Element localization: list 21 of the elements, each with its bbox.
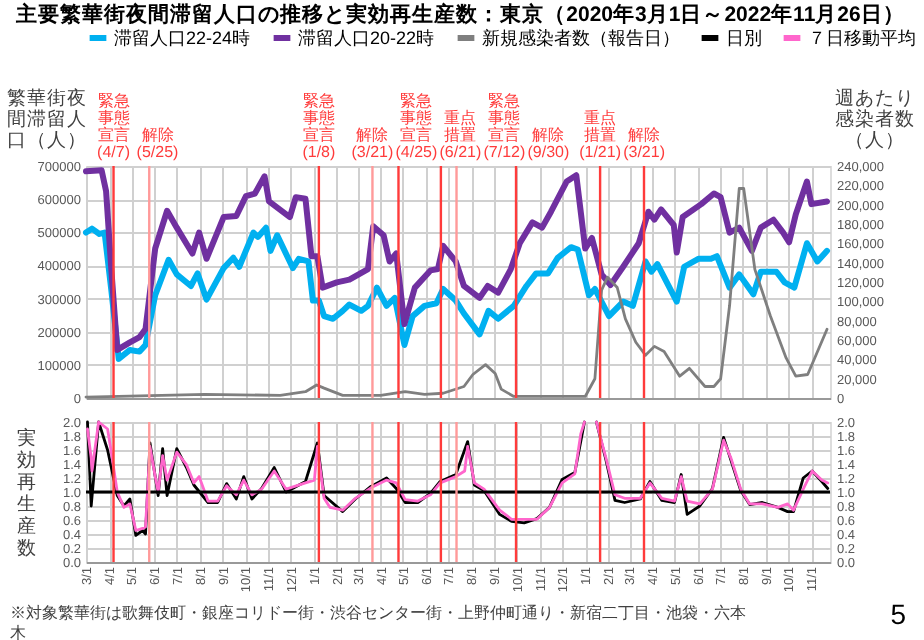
- legend-label: 新規感染者数（報告日）: [482, 28, 680, 48]
- ref-line-label: 解除(3/21): [623, 126, 666, 161]
- y-axis-title: 繁華街夜間滞留人口（人）: [7, 86, 87, 152]
- legend-label: 滞留人口20-22時: [298, 28, 435, 48]
- legend-label: 日別: [726, 28, 762, 48]
- ref-line-label: 重点措置(1/21): [579, 109, 622, 161]
- y2-axis-title: 週あたり感染者数（人）: [835, 88, 915, 152]
- ref-line-label: 緊急事態宣言(4/25): [395, 92, 438, 161]
- ref-line-label: 重点措置(6/21): [439, 109, 482, 161]
- ref-line-label: 緊急事態宣言(4/7): [97, 92, 131, 161]
- chart-title: 主要繁華街夜間滞留人口の推移と実効再生産数：東京（2020年3月1日～2022年11月26日）: [14, 1, 905, 27]
- y-axis-title: 実効再生産数: [17, 426, 37, 560]
- ref-line-label: 解除(5/25): [136, 126, 180, 161]
- legend-label: ７日移動平均: [808, 28, 916, 48]
- ref-line-label: 解除(3/21): [351, 126, 394, 161]
- legend-label: 滞留人口22-24時: [114, 28, 251, 48]
- ref-line-label: 緊急事態宣言(7/12): [483, 92, 526, 161]
- ref-line-label: 緊急事態宣言(1/8): [302, 92, 336, 161]
- text: ※対象繁華街は歌舞伎町・銀座コリドー街・渋谷センター街・上野仲町通り・新宿二丁目・池袋・六本木: [10, 604, 746, 640]
- ref-line-label: 解除(9/30): [527, 126, 570, 161]
- text: 5: [890, 598, 907, 630]
